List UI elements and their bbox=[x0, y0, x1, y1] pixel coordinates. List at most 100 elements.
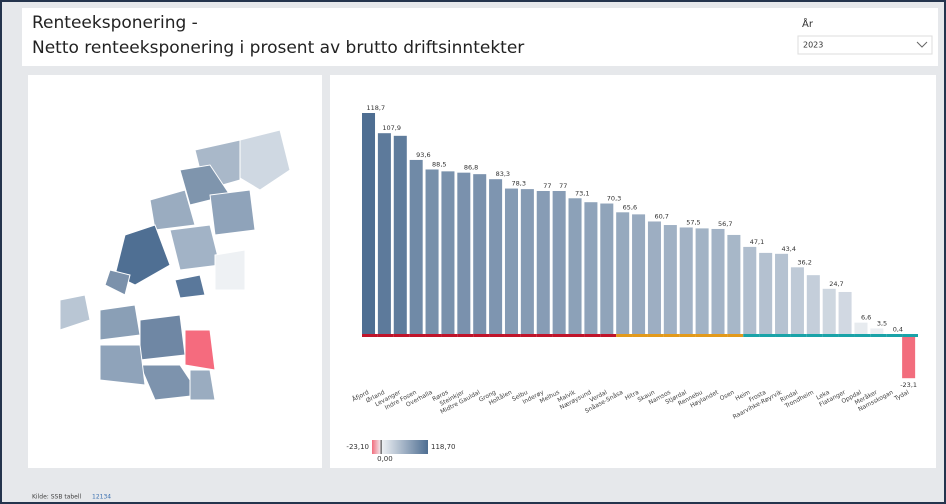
bar bbox=[695, 228, 709, 335]
bar bbox=[647, 221, 661, 335]
bar bbox=[743, 246, 757, 335]
group-band bbox=[838, 334, 855, 337]
group-band bbox=[806, 334, 823, 337]
group-band bbox=[743, 334, 760, 337]
value-label: 77 bbox=[559, 182, 567, 190]
bar bbox=[536, 190, 550, 335]
group-band bbox=[822, 334, 839, 337]
bar bbox=[870, 328, 884, 335]
legend-min: -23,10 bbox=[346, 443, 369, 451]
value-label: 107,9 bbox=[382, 124, 401, 132]
bar bbox=[632, 214, 646, 335]
subtitle: Netto renteeksponering i prosent av brut… bbox=[32, 38, 524, 58]
value-label: 60,7 bbox=[654, 212, 668, 220]
group-band bbox=[902, 334, 918, 337]
value-label: 24,7 bbox=[829, 280, 843, 288]
group-band bbox=[441, 334, 458, 337]
group-band bbox=[425, 334, 442, 337]
value-label: 43,4 bbox=[782, 245, 796, 253]
source-link[interactable]: 12134 bbox=[92, 494, 111, 501]
group-band bbox=[600, 334, 617, 337]
value-label: 57,5 bbox=[686, 218, 700, 226]
group-band bbox=[886, 334, 903, 337]
bar bbox=[679, 227, 693, 335]
header-panel bbox=[22, 8, 938, 66]
group-band bbox=[504, 334, 521, 337]
value-label: 65,6 bbox=[623, 203, 637, 211]
value-label: 47,1 bbox=[750, 238, 764, 246]
bar bbox=[854, 322, 868, 335]
bar bbox=[377, 133, 391, 335]
map bbox=[59, 129, 291, 401]
value-label: 3,5 bbox=[877, 319, 887, 327]
value-label: 0,4 bbox=[893, 325, 903, 333]
bar bbox=[425, 169, 439, 335]
bar bbox=[362, 113, 376, 335]
group-band bbox=[632, 334, 648, 337]
bar bbox=[759, 252, 773, 335]
bar bbox=[790, 267, 804, 335]
group-band bbox=[759, 334, 776, 337]
group-band bbox=[393, 334, 410, 337]
legend-mid-label: 0,00 bbox=[377, 455, 393, 463]
value-label: 78,3 bbox=[511, 180, 525, 188]
source: Kilde: SSB tabell bbox=[32, 494, 82, 501]
group-band bbox=[362, 334, 378, 337]
value-label: 88,5 bbox=[432, 160, 446, 168]
filter-label: År bbox=[802, 17, 814, 30]
bar bbox=[711, 228, 725, 335]
bar bbox=[520, 189, 534, 335]
bar bbox=[489, 179, 503, 335]
group-band bbox=[711, 334, 728, 337]
value-label: 93,6 bbox=[416, 151, 430, 159]
group-band bbox=[790, 334, 807, 337]
value-label: 56,7 bbox=[718, 220, 732, 228]
value-label: 86,8 bbox=[464, 164, 478, 172]
value-label: -23,1 bbox=[900, 381, 917, 389]
bar bbox=[663, 225, 677, 335]
bar bbox=[441, 171, 455, 335]
group-band bbox=[520, 334, 537, 337]
bar bbox=[616, 212, 630, 335]
bar bbox=[902, 335, 916, 379]
bar bbox=[552, 190, 566, 335]
group-band bbox=[536, 334, 553, 337]
bar bbox=[584, 202, 598, 335]
group-band bbox=[647, 334, 664, 337]
bar bbox=[775, 253, 789, 335]
group-band bbox=[775, 334, 791, 337]
legend-bar bbox=[372, 440, 428, 454]
bar bbox=[504, 188, 518, 335]
value-label: 36,2 bbox=[797, 258, 811, 266]
group-band bbox=[679, 334, 696, 337]
bar bbox=[457, 172, 471, 335]
filter-dropdown[interactable] bbox=[797, 35, 933, 55]
group-band bbox=[377, 334, 394, 337]
bar bbox=[568, 198, 582, 335]
group-band bbox=[616, 334, 633, 337]
value-label: 118,7 bbox=[367, 104, 386, 112]
value-label: 73,1 bbox=[575, 189, 589, 197]
group-band bbox=[584, 334, 601, 337]
title: Renteeksponering - bbox=[32, 13, 198, 33]
value-label: 83,3 bbox=[496, 170, 510, 178]
legend-max: 118,70 bbox=[431, 443, 456, 451]
bar bbox=[822, 288, 836, 335]
group-band bbox=[695, 334, 712, 337]
group-band bbox=[854, 334, 871, 337]
dropdown-arrow bbox=[916, 41, 928, 48]
group-band bbox=[457, 334, 474, 337]
bar bbox=[600, 203, 614, 335]
bar bbox=[409, 159, 423, 335]
filter-value: 2023 bbox=[803, 41, 823, 50]
value-label: 6,6 bbox=[861, 314, 871, 322]
value-label: 77 bbox=[543, 182, 551, 190]
value-label: 70,3 bbox=[607, 195, 621, 203]
bar bbox=[393, 135, 407, 335]
group-band bbox=[552, 334, 569, 337]
group-band bbox=[870, 334, 887, 337]
bar bbox=[473, 174, 487, 335]
bar bbox=[838, 291, 852, 335]
